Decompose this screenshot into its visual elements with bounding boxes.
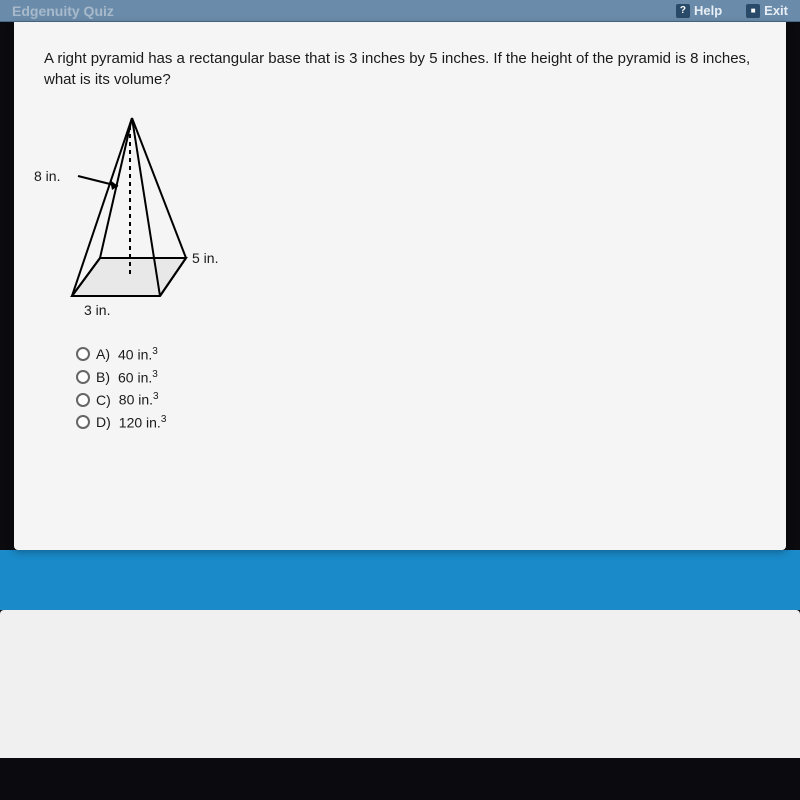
option-letter-b: B) (96, 369, 110, 385)
header-bar: Edgenuity Quiz ? Help ■ Exit (0, 0, 800, 22)
option-d[interactable]: D) 120 in.3 (76, 414, 756, 431)
answer-options: A) 40 in.3 B) 60 in.3 C) 80 in.3 D) 120 … (76, 346, 756, 431)
help-icon: ? (676, 4, 690, 18)
option-letter-c: C) (96, 392, 111, 408)
option-text-a: 40 in.3 (118, 346, 158, 363)
option-a[interactable]: A) 40 in.3 (76, 346, 756, 363)
option-text-c: 80 in.3 (119, 391, 159, 408)
option-letter-a: A) (96, 346, 110, 362)
content-area: A right pyramid has a rectangular base t… (14, 22, 786, 550)
radio-b[interactable] (76, 370, 90, 384)
quiz-title: Edgenuity Quiz (12, 3, 114, 19)
radio-d[interactable] (76, 415, 90, 429)
label-depth: 3 in. (84, 302, 110, 318)
blue-band (0, 550, 800, 610)
option-text-b: 60 in.3 (118, 369, 158, 386)
label-width: 5 in. (192, 250, 218, 266)
option-c[interactable]: C) 80 in.3 (76, 391, 756, 408)
option-b[interactable]: B) 60 in.3 (76, 369, 756, 386)
option-letter-d: D) (96, 414, 111, 430)
exit-icon: ■ (746, 4, 760, 18)
exit-label: Exit (764, 3, 788, 18)
white-band (0, 610, 800, 758)
question-text: A right pyramid has a rectangular base t… (44, 48, 756, 90)
radio-a[interactable] (76, 347, 90, 361)
pyramid-diagram: 8 in. 5 in. 3 in. (34, 110, 244, 320)
help-button[interactable]: ? Help (676, 3, 722, 18)
bottom-dark (0, 758, 800, 800)
header-right: ? Help ■ Exit (676, 3, 788, 18)
pyramid-svg (34, 110, 244, 320)
exit-button[interactable]: ■ Exit (746, 3, 788, 18)
option-text-d: 120 in.3 (119, 414, 167, 431)
help-label: Help (694, 3, 722, 18)
radio-c[interactable] (76, 393, 90, 407)
label-height: 8 in. (34, 168, 60, 184)
